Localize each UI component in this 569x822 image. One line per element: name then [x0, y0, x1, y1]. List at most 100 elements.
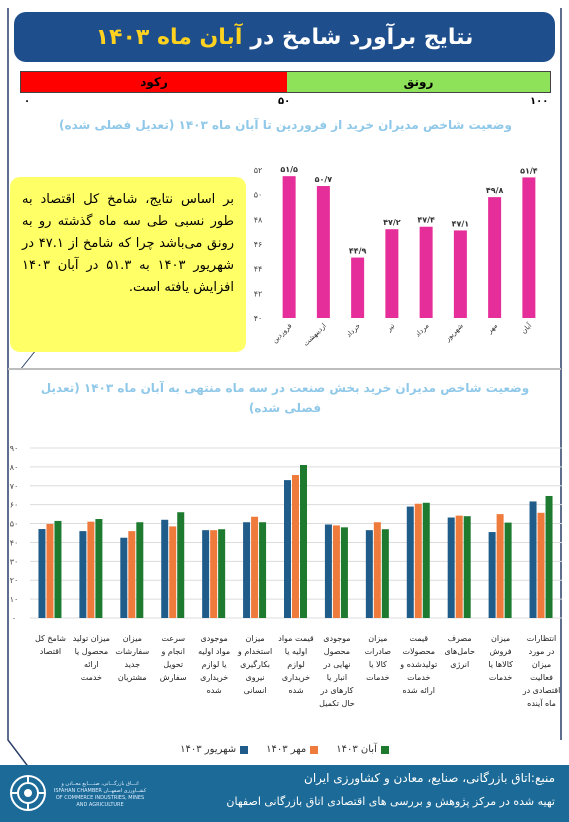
boom-label: رونق	[403, 75, 434, 89]
top-value-label: ۵۱/۴	[520, 166, 538, 175]
top-category-label: شهریور	[443, 322, 465, 344]
legend-item-shahrivar: شهریور ۱۴۰۳	[180, 744, 249, 755]
bottom-bar	[169, 526, 177, 618]
bottom-bar	[136, 522, 144, 618]
bottom-y-tick: ۶۰	[10, 501, 19, 510]
top-bar	[453, 230, 467, 318]
top-y-tick: ۴۰	[254, 314, 263, 323]
bottom-category-label: شامخ کل اقتصاد	[34, 634, 66, 656]
top-bar	[282, 176, 296, 318]
top-category-label: مرداد	[414, 322, 431, 339]
bottom-category-label: میزان سفارشات جدید مشتریان	[115, 634, 150, 682]
top-bar-chart: ۴۰ ۴۲ ۴۴ ۴۶ ۴۸ ۵۰ ۵۲ ۵۱/۵ فروردین ۵۰/۷ اردیبهشت ۴۴/…	[254, 165, 538, 348]
bottom-bar	[332, 525, 340, 618]
top-value-label: ۵۰/۷	[315, 175, 333, 184]
recession-zone: رکود	[21, 72, 287, 92]
bottom-category-label: میزان تولید محصول یا ارائه خدمت	[72, 634, 110, 682]
bottom-bar	[504, 522, 512, 618]
top-value-label: ۴۷/۱	[452, 219, 470, 228]
title-main: نتایج برآورد شامخ در	[250, 24, 474, 50]
legend-label-mehr: مهر ۱۴۰۳	[266, 744, 307, 755]
top-bar	[351, 257, 365, 318]
top-value-label: ۵۱/۵	[280, 165, 298, 174]
chart-legend: آبان ۱۴۰۳ مهر ۱۴۰۳ شهریور ۱۴۰۳	[0, 744, 569, 755]
legend-label-aban: آبان ۱۴۰۳	[336, 744, 377, 755]
legend-label-shahrivar: شهریور ۱۴۰۳	[180, 744, 237, 755]
scale-tick-100: ۱۰۰	[530, 96, 549, 107]
top-bar	[488, 197, 502, 318]
bottom-category-label: میزان استخدام و بکارگیری نیروی انسانی	[237, 634, 273, 695]
top-y-tick: ۴۴	[254, 265, 263, 274]
bottom-bar	[95, 519, 103, 618]
bottom-y-tick: ۷۰	[10, 482, 19, 491]
bottom-bar	[488, 532, 496, 618]
boom-zone: رونق	[287, 72, 550, 92]
page-title: نتایج برآورد شامخ در آبان ماه ۱۴۰۳	[14, 12, 555, 62]
legend-swatch-mehr	[310, 745, 319, 754]
top-bar	[316, 186, 330, 318]
bottom-bar	[300, 465, 307, 618]
bottom-bar	[496, 514, 504, 618]
bottom-category-label: میزان صادرات کالا یا خدمات	[364, 634, 392, 682]
top-bar	[419, 226, 433, 318]
top-y-tick: ۵۲	[254, 166, 263, 175]
bottom-bar	[422, 502, 430, 618]
bottom-category-label: قیمت مواد اولیه یا لوازم خریداری شده	[278, 634, 314, 695]
bottom-bar	[373, 522, 381, 618]
top-category-label: اردیبهشت	[302, 322, 328, 348]
top-y-tick: ۴۲	[254, 289, 263, 298]
bottom-y-tick: ۸۰	[10, 463, 19, 472]
bottom-bar	[545, 495, 553, 618]
bottom-bar	[455, 515, 463, 618]
bottom-category-label: سرعت انجام و تحویل سفارش	[159, 634, 187, 682]
bottom-bar	[447, 517, 455, 618]
section-divider	[8, 368, 561, 370]
summary-note: بر اساس نتایج، شامخ کل اقتصاد به طور نسب…	[10, 177, 246, 352]
bottom-bar	[292, 475, 299, 618]
bottom-bar	[406, 506, 414, 618]
bottom-bar	[54, 520, 62, 618]
top-value-label: ۴۹/۸	[486, 186, 504, 195]
chamber-logo: اتـــاق بازرگـــانی، صنــــایع معــادن و…	[8, 769, 148, 819]
bottom-y-tick: ۲۰	[10, 576, 19, 585]
bottom-category-label: انتظارات در مورد میزان فعالیت اقتصادی در…	[522, 634, 561, 708]
bottom-bar	[365, 530, 373, 618]
title-accent: آبان ماه ۱۴۰۳	[95, 24, 243, 50]
top-y-tick: ۴۶	[254, 240, 263, 249]
top-value-label: ۴۷/۲	[383, 218, 401, 227]
bottom-bar	[79, 531, 87, 618]
bottom-y-tick: ۴۰	[10, 538, 19, 547]
top-category-label: تیر	[384, 322, 396, 334]
bottom-bar	[218, 529, 226, 618]
bottom-y-tick: ۵۰	[10, 520, 19, 529]
legend-item-mehr: مهر ۱۴۰۳	[266, 744, 319, 755]
bottom-category-label: مصرف حامل‌های انرژی	[444, 634, 476, 669]
scale-tick-0: ۰	[24, 96, 31, 107]
recession-label: رکود	[140, 75, 168, 89]
top-category-label: فروردین	[271, 322, 294, 345]
top-value-label: ۴۷/۴	[417, 216, 435, 225]
legend-swatch-shahrivar	[240, 745, 249, 754]
top-value-label: ۴۴/۹	[349, 247, 367, 256]
bottom-bar	[340, 527, 348, 618]
bottom-bar	[537, 512, 545, 618]
footer-prepared-by: تهیه شده در مرکز پژوهش و بررسی های اقتصا…	[226, 795, 555, 808]
top-chart-title: وضعیت شاخص مدیران خرید از فروردین تا آبا…	[59, 118, 512, 132]
top-category-label: مهر	[485, 322, 499, 336]
bottom-bar	[324, 524, 332, 618]
bottom-bar	[381, 529, 389, 618]
bottom-bar	[414, 503, 422, 618]
bottom-bar	[177, 512, 185, 618]
bottom-bar	[128, 531, 136, 618]
legend-item-aban: آبان ۱۴۰۳	[336, 744, 389, 755]
top-category-label: آبان	[519, 320, 534, 335]
bottom-category-label: موجودی مواد اولیه یا لوازم خریداری شده	[198, 634, 231, 695]
bottom-bar	[251, 516, 259, 618]
bottom-bar	[120, 537, 128, 618]
boom-recession-scale: رکود رونق	[20, 71, 551, 93]
bottom-bar	[210, 530, 218, 618]
top-bar	[522, 177, 536, 318]
bottom-y-tick: ۳۰	[10, 557, 19, 566]
bottom-y-tick: ۹۰	[10, 444, 19, 453]
bottom-bar	[529, 501, 537, 618]
